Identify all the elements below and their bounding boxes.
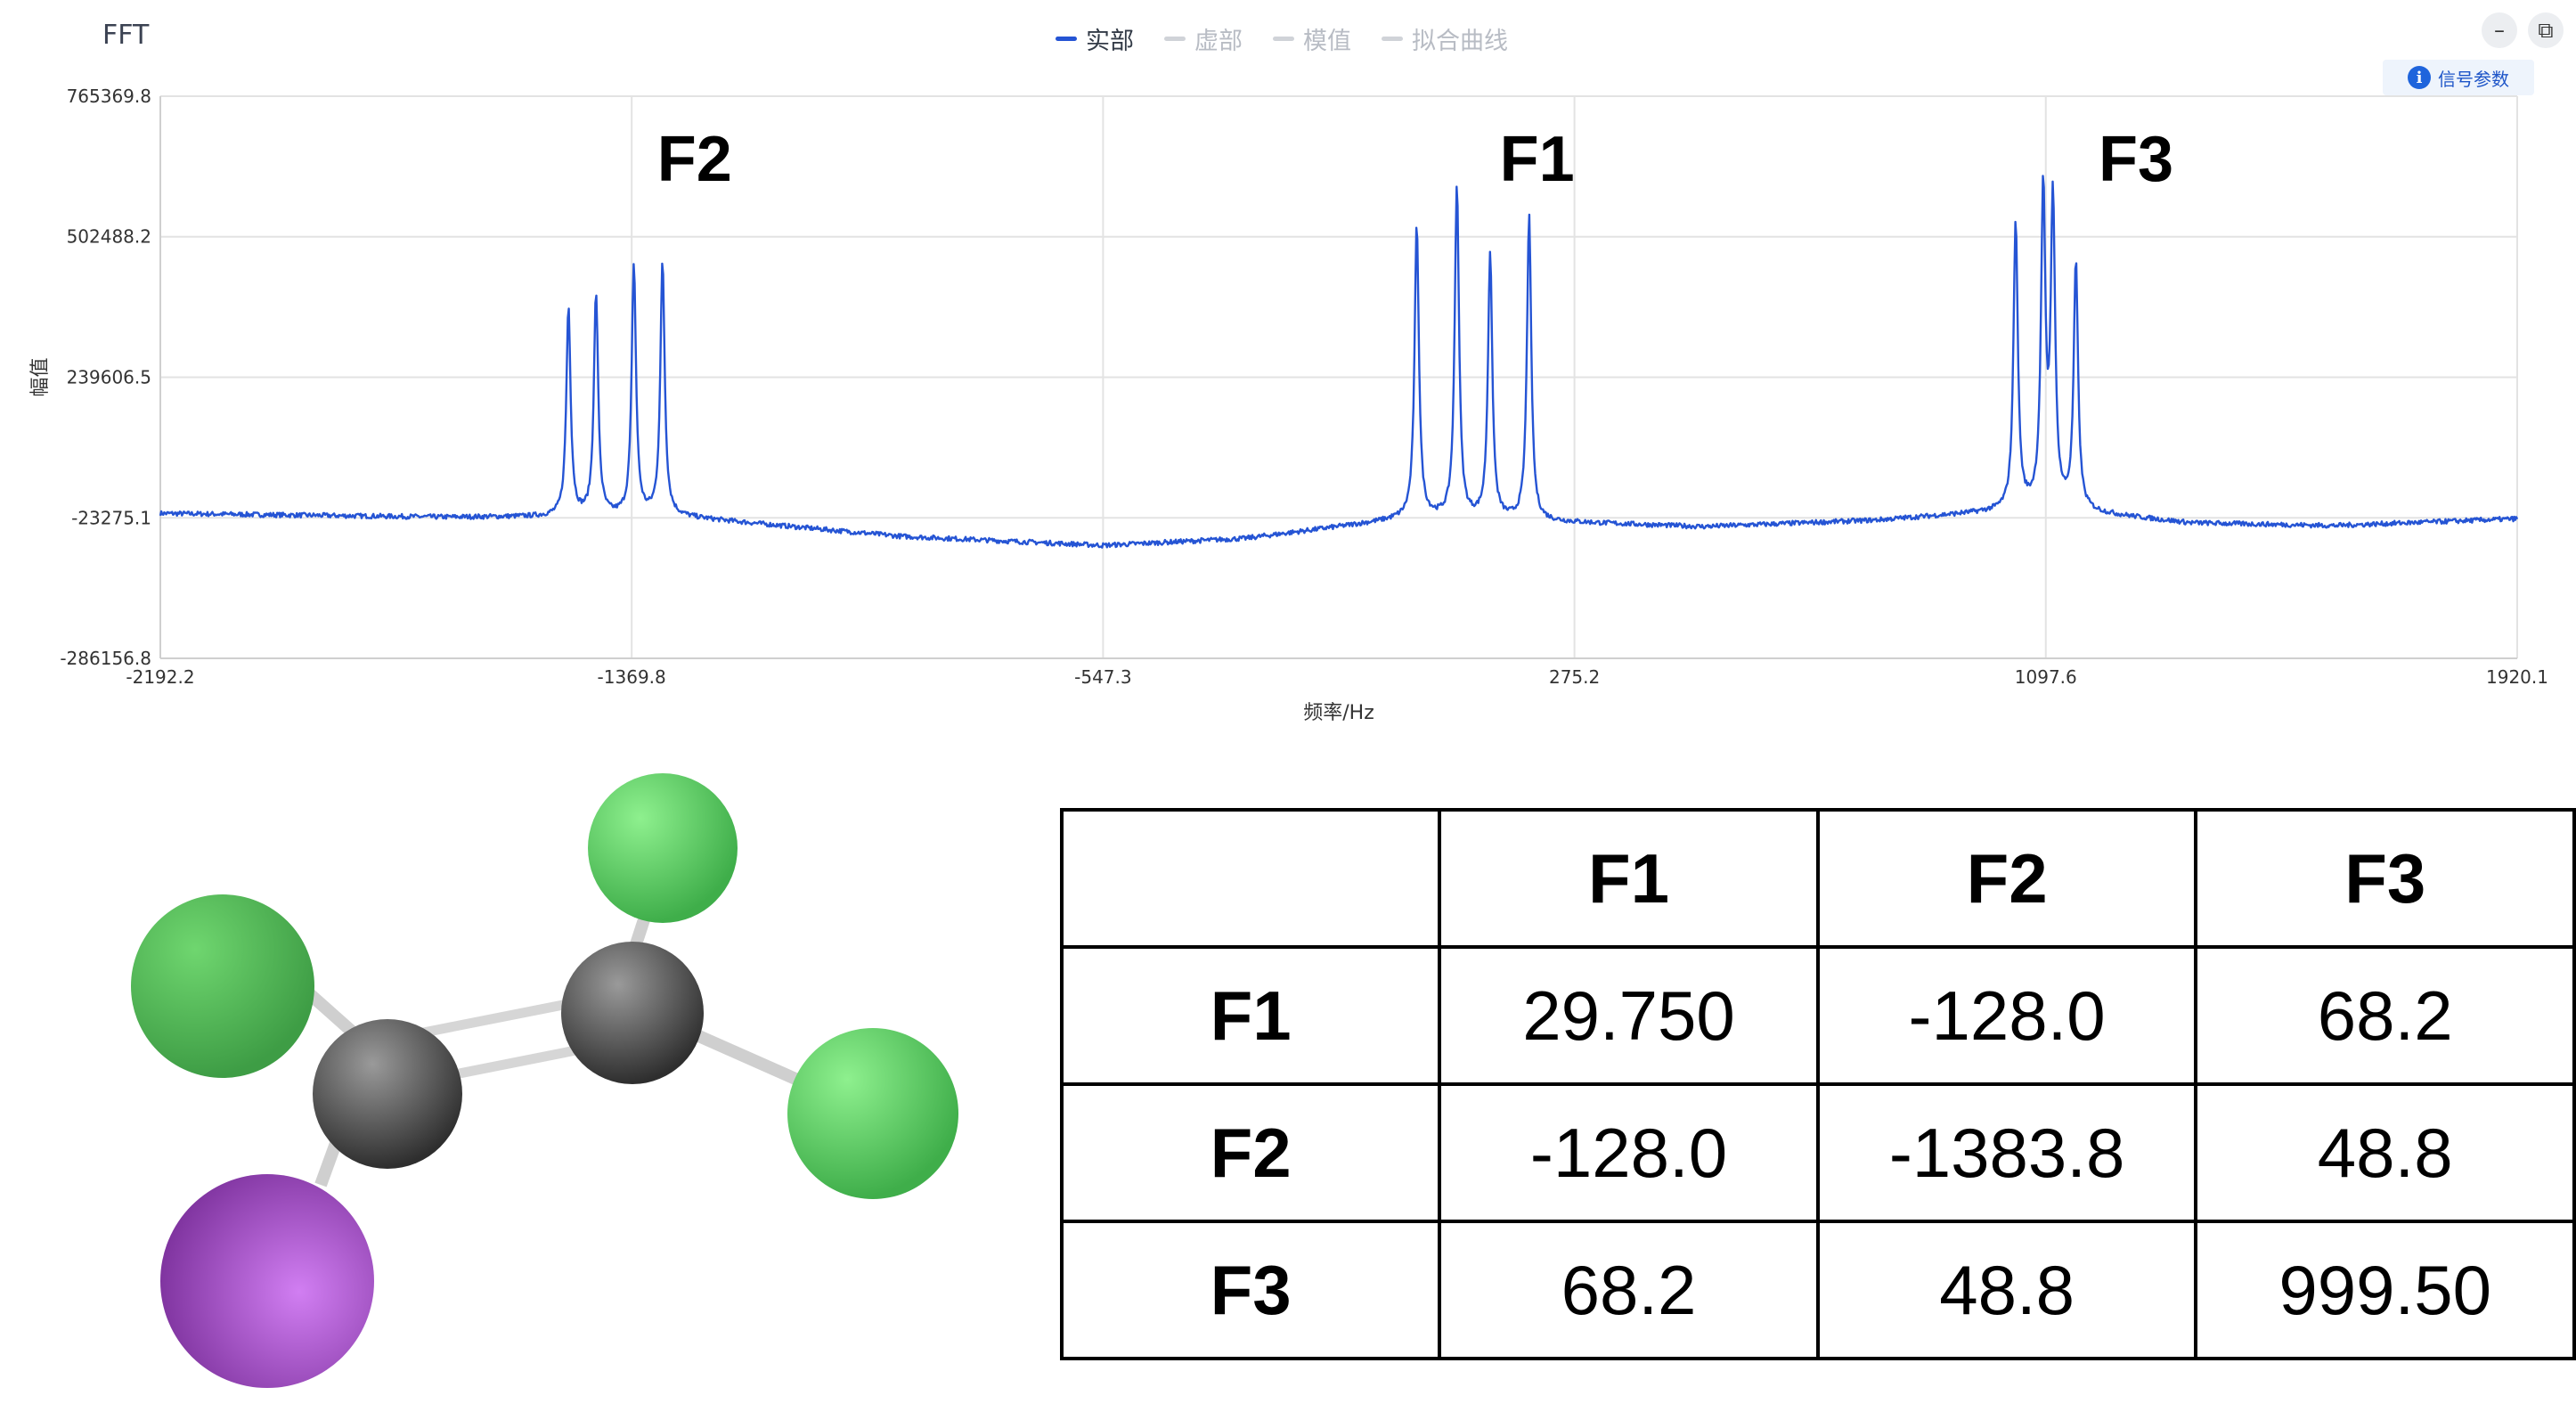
row-label-cell: F1 bbox=[1059, 945, 1442, 1086]
carbon-atom-right bbox=[561, 942, 704, 1084]
minimize-button[interactable]: – bbox=[2482, 12, 2517, 48]
table-row: F3 68.2 48.8 999.50 bbox=[1059, 1220, 2576, 1360]
table-cell: 999.50 bbox=[2194, 1220, 2576, 1360]
legend-label-magnitude: 模值 bbox=[1303, 28, 1351, 55]
x-tick-label: 1920.1 bbox=[2486, 666, 2548, 688]
row-label-cell: F3 bbox=[1059, 1220, 1442, 1360]
chart-series[interactable] bbox=[159, 175, 2519, 549]
legend-label-fit-curve: 拟合曲线 bbox=[1412, 28, 1508, 55]
table-cell: 48.8 bbox=[1815, 1220, 2198, 1360]
table-cell: 48.8 bbox=[2194, 1082, 2576, 1223]
table-row: F2 -128.0 -1383.8 48.8 bbox=[1059, 1082, 2576, 1223]
chart-legend: 实部 虚部 模值 拟合曲线 bbox=[1056, 21, 1508, 56]
table-header-row: F1 F2 F3 bbox=[1059, 808, 2576, 949]
table-cell: -1383.8 bbox=[1815, 1082, 2198, 1223]
x-tick-label: -2192.2 bbox=[126, 666, 194, 688]
signal-params-button[interactable]: i 信号参数 bbox=[2383, 60, 2534, 95]
chlorine-atom-right bbox=[787, 1028, 958, 1199]
carbon-atom-left bbox=[313, 1019, 462, 1169]
row-label-cell: F2 bbox=[1059, 1082, 1442, 1223]
y-tick-label: 239606.5 bbox=[67, 367, 151, 388]
molecule-model bbox=[131, 773, 958, 1388]
table-cell: 68.2 bbox=[1438, 1220, 1820, 1360]
table-cell: 29.750 bbox=[1438, 945, 1820, 1086]
chart-title: FFT bbox=[102, 20, 150, 51]
legend-item-magnitude[interactable]: 模值 bbox=[1273, 21, 1351, 56]
x-tick-label: 275.2 bbox=[1549, 666, 1600, 688]
chart-axes: -2192.2 -1369.8 -547.3 275.2 1097.6 1920.1 765… bbox=[60, 86, 2548, 688]
legend-item-fit-curve[interactable]: 拟合曲线 bbox=[1382, 21, 1508, 56]
chlorine-atom-top bbox=[588, 773, 738, 923]
y-axis-label: 幅值 bbox=[29, 357, 52, 396]
fft-chart: -2192.2 -1369.8 -547.3 275.2 1097.6 1920.1 765… bbox=[29, 86, 2548, 724]
table-corner-cell bbox=[1059, 808, 1442, 949]
table-row: F1 29.750 -128.0 68.2 bbox=[1059, 945, 2576, 1086]
peak-label-f2: F2 bbox=[656, 124, 732, 195]
x-axis-label: 频率/Hz bbox=[1303, 702, 1374, 724]
table-header-cell: F3 bbox=[2194, 808, 2576, 949]
coupling-table: F1 F2 F3 F1 29.750 -128.0 68.2 F2 -128.0… bbox=[1059, 808, 2576, 1360]
legend-label-real: 实部 bbox=[1086, 28, 1134, 55]
y-tick-label: -23275.1 bbox=[71, 507, 151, 528]
table-header-cell: F2 bbox=[1815, 808, 2198, 949]
legend-swatch-imaginary bbox=[1164, 37, 1186, 41]
legend-swatch-real bbox=[1056, 37, 1077, 41]
peak-label-f3: F3 bbox=[2099, 124, 2174, 195]
restore-icon: ⧉ bbox=[2538, 18, 2554, 43]
peak-label-f1: F1 bbox=[1499, 124, 1575, 195]
table-header-cell: F1 bbox=[1438, 808, 1820, 949]
x-tick-label: 1097.6 bbox=[2015, 666, 2077, 688]
restore-button[interactable]: ⧉ bbox=[2528, 12, 2564, 48]
minimize-icon: – bbox=[2494, 18, 2505, 43]
table-cell: -128.0 bbox=[1815, 945, 2198, 1086]
y-tick-label: -286156.8 bbox=[60, 648, 151, 669]
series-line-real[interactable] bbox=[159, 175, 2519, 549]
x-tick-label: -1369.8 bbox=[598, 666, 666, 688]
signal-params-label: 信号参数 bbox=[2438, 68, 2509, 90]
table-cell: -128.0 bbox=[1438, 1082, 1820, 1223]
table-cell: 68.2 bbox=[2194, 945, 2576, 1086]
x-tick-label: -547.3 bbox=[1074, 666, 1131, 688]
y-tick-label: 502488.2 bbox=[67, 226, 151, 248]
info-icon: i bbox=[2408, 66, 2431, 89]
legend-swatch-fit-curve bbox=[1382, 37, 1403, 41]
iodine-atom bbox=[160, 1174, 374, 1388]
legend-swatch-magnitude bbox=[1273, 37, 1294, 41]
legend-item-imaginary[interactable]: 虚部 bbox=[1164, 21, 1243, 56]
legend-label-imaginary: 虚部 bbox=[1194, 28, 1243, 55]
chlorine-atom-left bbox=[131, 894, 314, 1078]
y-tick-label: 765369.8 bbox=[67, 86, 151, 107]
legend-item-real[interactable]: 实部 bbox=[1056, 21, 1134, 56]
